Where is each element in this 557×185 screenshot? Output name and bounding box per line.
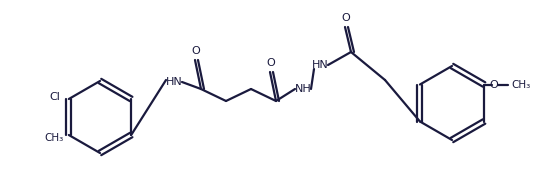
Text: O: O	[341, 13, 350, 23]
Text: CH₃: CH₃	[44, 133, 63, 143]
Text: Cl: Cl	[50, 92, 60, 102]
Text: HN: HN	[311, 60, 329, 70]
Text: CH₃: CH₃	[511, 80, 530, 90]
Text: NH: NH	[295, 84, 311, 94]
Text: O: O	[490, 80, 499, 90]
Text: O: O	[267, 58, 275, 68]
Text: O: O	[192, 46, 201, 56]
Text: HN: HN	[165, 77, 182, 87]
